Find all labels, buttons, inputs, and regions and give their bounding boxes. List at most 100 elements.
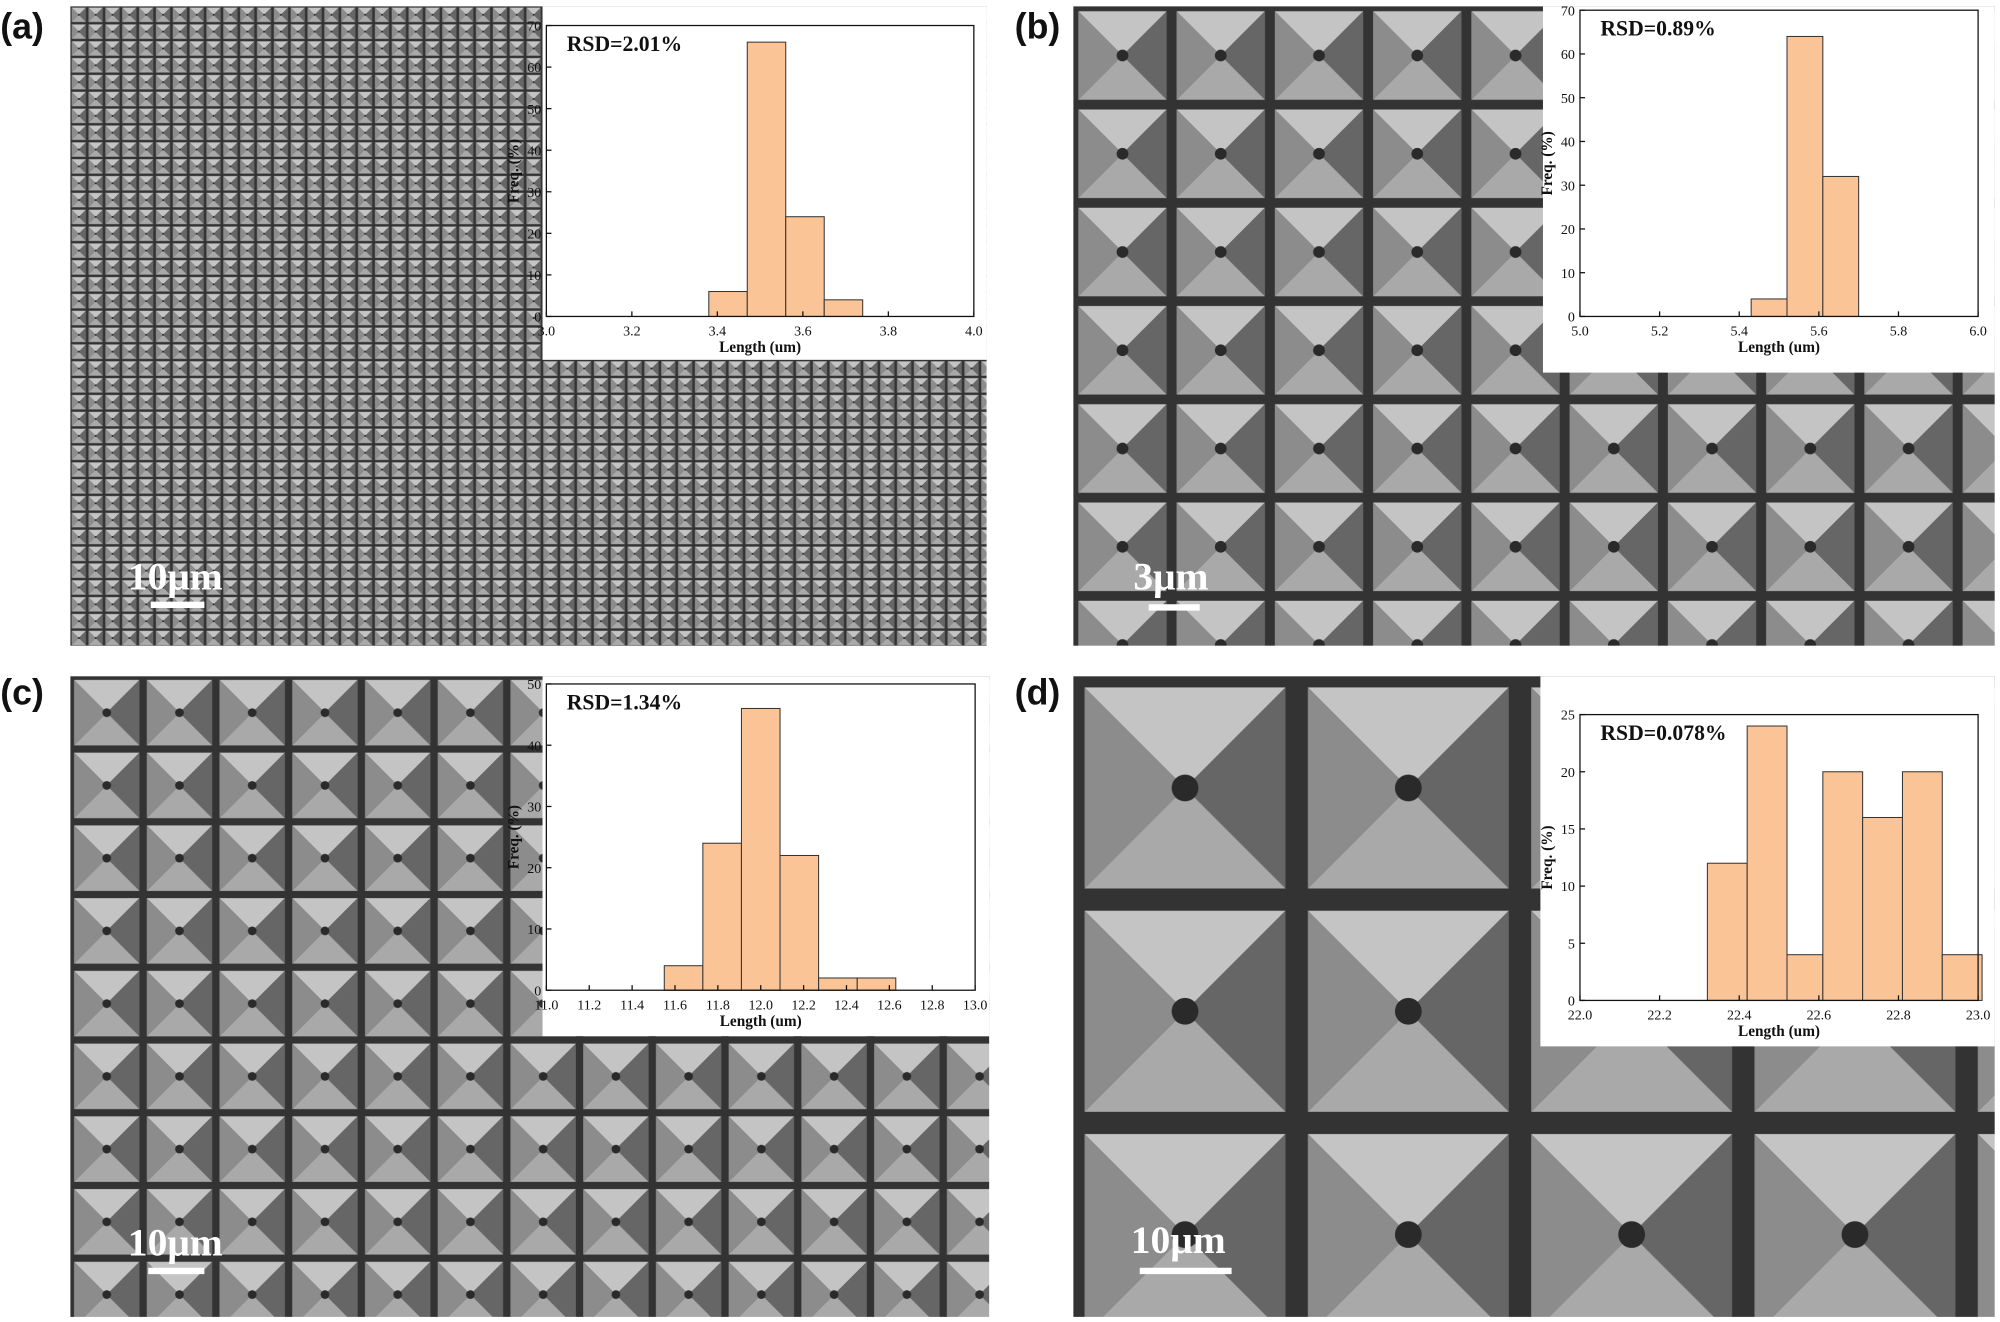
y-tick-label: 10 [1561, 266, 1575, 282]
bar [1822, 175, 1860, 317]
scale-bar-label: 10μm [128, 1221, 223, 1265]
y-tick-label: 50 [1561, 91, 1575, 107]
y-axis-label: Freq. (%) [1539, 825, 1556, 889]
x-tick-label: 5.0 [1571, 324, 1589, 340]
y-tick-label: 0 [534, 310, 541, 326]
x-tick-label: 23.0 [1966, 1008, 1991, 1024]
annotation: RSD=0.078% [1600, 721, 1726, 745]
scale-bar-label: 3μm [1133, 555, 1208, 599]
x-tick-label: 11.4 [620, 997, 644, 1013]
plot-frame [545, 24, 975, 318]
x-tick-label: 11.8 [706, 997, 730, 1013]
x-axis-label: Length (um) [719, 339, 801, 356]
y-tick-label: 60 [527, 60, 541, 76]
y-tick-label: 5 [1568, 936, 1575, 952]
y-tick-label: 30 [527, 800, 541, 816]
y-tick-label: 0 [1568, 310, 1575, 326]
panel-label: (a) [0, 6, 44, 46]
y-tick-label: 40 [527, 143, 541, 159]
x-tick-label: 4.0 [965, 324, 983, 340]
x-tick-label: 12.4 [834, 997, 859, 1013]
x-tick-label: 5.6 [1810, 324, 1828, 340]
bar [779, 854, 820, 991]
y-tick-label: 30 [1561, 178, 1575, 194]
x-tick-label: 22.8 [1886, 1008, 1911, 1024]
y-tick-label: 20 [527, 861, 541, 877]
scale-bar-label: 10μm [128, 555, 223, 599]
y-axis-label: Freq. (%) [505, 139, 522, 203]
plot-frame [1579, 9, 1979, 318]
y-tick-label: 25 [1561, 708, 1575, 724]
x-tick-label: 5.2 [1651, 324, 1669, 340]
bar [1706, 862, 1748, 1001]
x-axis-label: Length (um) [1738, 1023, 1820, 1040]
y-axis-label: Freq. (%) [505, 805, 522, 869]
x-tick-label: 22.2 [1647, 1008, 1672, 1024]
x-tick-label: 11.0 [534, 997, 558, 1013]
y-axis-label: Freq. (%) [1539, 131, 1556, 195]
bar [746, 41, 787, 317]
bar [1786, 954, 1824, 1001]
bar [708, 291, 748, 317]
x-tick-label: 12.0 [748, 997, 773, 1013]
bar [1862, 816, 1903, 1001]
bar [1746, 725, 1788, 1001]
scale-bar-label: 10μm [1131, 1218, 1226, 1262]
x-tick-label: 13.0 [963, 997, 988, 1013]
bar [1750, 298, 1788, 317]
y-tick-label: 50 [527, 102, 541, 118]
panel-label: (d) [1015, 672, 1061, 712]
plot-frame [1579, 713, 1979, 1002]
x-tick-label: 3.0 [538, 324, 556, 340]
bar [1901, 771, 1943, 1001]
x-axis-label: Length (um) [1738, 339, 1820, 356]
y-tick-label: 10 [1561, 879, 1575, 895]
x-tick-label: 12.8 [920, 997, 945, 1013]
y-tick-label: 40 [1561, 135, 1575, 151]
annotation: RSD=0.89% [1600, 17, 1715, 41]
y-tick-label: 50 [527, 677, 541, 693]
y-tick-label: 20 [527, 226, 541, 242]
x-tick-label: 3.2 [623, 324, 641, 340]
y-tick-label: 15 [1561, 822, 1575, 838]
y-tick-label: 30 [527, 185, 541, 201]
y-tick-label: 20 [1561, 222, 1575, 238]
y-tick-label: 20 [1561, 765, 1575, 781]
bar [785, 216, 825, 317]
bar [740, 707, 781, 991]
bar [818, 977, 858, 991]
bar [823, 299, 864, 317]
x-tick-label: 5.8 [1890, 324, 1908, 340]
x-tick-label: 3.4 [709, 324, 727, 340]
bar [702, 842, 742, 991]
y-tick-label: 70 [1561, 3, 1575, 19]
annotation: RSD=1.34% [567, 690, 682, 714]
y-tick-label: 0 [1568, 994, 1575, 1010]
bar [1941, 954, 1983, 1001]
x-tick-label: 22.6 [1807, 1008, 1832, 1024]
y-tick-label: 10 [527, 268, 541, 284]
y-tick-label: 70 [527, 19, 541, 35]
x-tick-label: 11.2 [577, 997, 601, 1013]
y-tick-label: 40 [527, 738, 541, 754]
x-tick-label: 22.4 [1727, 1008, 1752, 1024]
x-tick-label: 3.8 [880, 324, 898, 340]
bar [663, 965, 704, 991]
x-tick-label: 11.6 [663, 997, 687, 1013]
bar [856, 977, 897, 991]
x-tick-label: 22.0 [1568, 1008, 1593, 1024]
bar [1786, 35, 1824, 317]
x-axis-label: Length (um) [720, 1013, 802, 1030]
x-tick-label: 3.6 [794, 324, 812, 340]
inset-background [1542, 6, 1995, 373]
x-tick-label: 12.2 [791, 997, 816, 1013]
y-tick-label: 10 [527, 922, 541, 938]
panel-label: (c) [0, 672, 44, 712]
bar [1822, 771, 1864, 1001]
x-tick-label: 6.0 [1969, 324, 1987, 340]
panel-label: (b) [1015, 6, 1061, 46]
x-tick-label: 5.4 [1730, 324, 1748, 340]
y-tick-label: 0 [534, 983, 541, 999]
